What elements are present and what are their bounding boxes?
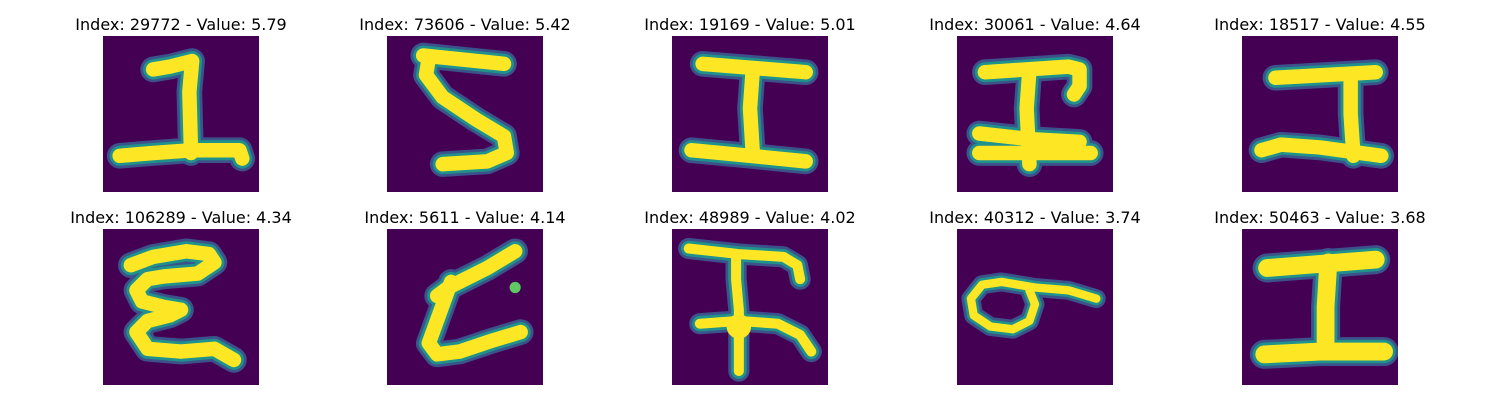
stroke-core: [966, 277, 1101, 334]
digit-image-3: [672, 36, 828, 192]
glyph-strokes: [966, 53, 1104, 177]
image-panel-3: Index: 19169 - Value: 5.01: [608, 15, 892, 192]
image-panel-8: Index: 48989 - Value: 4.02: [608, 208, 892, 385]
panel-title: Index: 30061 - Value: 4.64: [929, 15, 1141, 34]
image-panel-1: Index: 29772 - Value: 5.79: [39, 15, 323, 192]
stroke-core: [1254, 64, 1389, 164]
panel-title: Index: 19169 - Value: 5.01: [644, 15, 856, 34]
digit-image-9: [957, 229, 1113, 385]
image-panel-4: Index: 30061 - Value: 4.64: [893, 15, 1177, 192]
panel-title: Index: 106289 - Value: 4.34: [70, 208, 292, 227]
digit-image-6: [103, 229, 259, 385]
panel-title: Index: 73606 - Value: 5.42: [359, 15, 571, 34]
stray-dot: [509, 281, 521, 294]
image-panel-10: Index: 50463 - Value: 3.68: [1178, 208, 1462, 385]
panel-title: Index: 5611 - Value: 4.14: [364, 208, 566, 227]
glyph-strokes: [1249, 245, 1398, 369]
digit-image-1: [103, 36, 259, 192]
digit-image-5: [1242, 36, 1398, 192]
stroke-core: [415, 48, 515, 172]
stroke-core: [421, 244, 528, 362]
digit-image-7: [387, 229, 543, 385]
image-panel-9: Index: 40312 - Value: 3.74: [893, 208, 1177, 385]
digit-image-4: [957, 36, 1113, 192]
stroke-blob: [726, 314, 752, 339]
stroke-core: [112, 53, 250, 166]
glyph-strokes: [1248, 59, 1395, 169]
image-panel-2: Index: 73606 - Value: 5.42: [323, 15, 607, 192]
image-panel-6: Index: 106289 - Value: 4.34: [39, 208, 323, 385]
image-panel-5: Index: 18517 - Value: 4.55: [1178, 15, 1462, 192]
image-panel-7: Index: 5611 - Value: 4.14: [323, 208, 607, 385]
digit-image-8: [672, 229, 828, 385]
panel-title: Index: 18517 - Value: 4.55: [1214, 15, 1426, 34]
glyph-strokes: [410, 42, 520, 177]
glyph-strokes: [678, 237, 822, 382]
digit-image-10: [1242, 229, 1398, 385]
panel-title: Index: 40312 - Value: 3.74: [929, 208, 1141, 227]
panel-title: Index: 29772 - Value: 5.79: [75, 15, 287, 34]
glyph-strokes: [678, 51, 819, 175]
panel-title: Index: 50463 - Value: 3.68: [1214, 208, 1426, 227]
digit-image-2: [387, 36, 543, 192]
glyph-strokes: [961, 272, 1106, 339]
stroke-core: [123, 244, 242, 368]
stroke-core: [1255, 250, 1393, 364]
glyph-strokes: [118, 238, 247, 373]
stroke-core: [684, 56, 813, 169]
stroke-core: [972, 59, 1098, 172]
glyph-strokes: [106, 48, 256, 172]
panel-title: Index: 48989 - Value: 4.02: [644, 208, 856, 227]
glyph-strokes: [415, 238, 534, 368]
